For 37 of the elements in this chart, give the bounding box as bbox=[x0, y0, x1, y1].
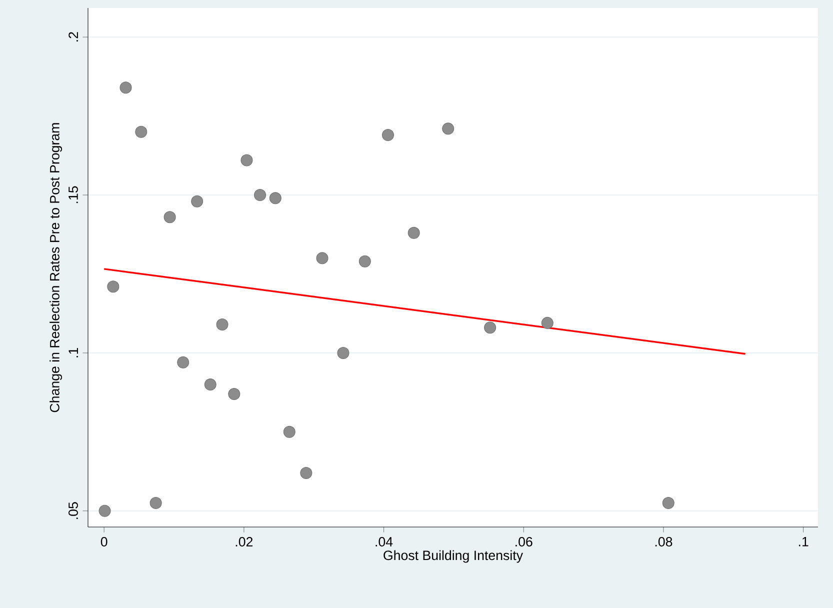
point bbox=[177, 356, 190, 368]
x-axis-title: Ghost Building Intensity bbox=[384, 550, 523, 563]
y-tick-label: .2 bbox=[68, 32, 78, 42]
point bbox=[216, 318, 228, 331]
point bbox=[442, 122, 454, 135]
point bbox=[135, 126, 148, 138]
point bbox=[662, 496, 674, 509]
point bbox=[98, 504, 111, 517]
point bbox=[316, 252, 328, 264]
x-tick-label: .02 bbox=[236, 537, 253, 546]
point bbox=[541, 316, 554, 329]
point bbox=[358, 255, 371, 268]
point bbox=[254, 189, 266, 202]
x-tick-label: .04 bbox=[376, 537, 393, 546]
point bbox=[107, 280, 120, 293]
x-tick-label: .08 bbox=[655, 537, 672, 546]
point bbox=[269, 192, 282, 204]
point bbox=[408, 226, 420, 239]
x-tick-label: .06 bbox=[516, 537, 532, 546]
point bbox=[240, 154, 253, 166]
point bbox=[283, 426, 296, 438]
y-axis-title: Change in Reelection Rates Pre to Post Program bbox=[50, 123, 62, 412]
point bbox=[204, 378, 216, 391]
point bbox=[300, 466, 312, 479]
y-tick-label: .1 bbox=[68, 348, 78, 358]
point bbox=[164, 211, 176, 224]
point bbox=[120, 82, 132, 94]
point bbox=[191, 195, 204, 208]
point bbox=[337, 346, 350, 359]
point bbox=[382, 128, 394, 141]
y-tick-label: .05 bbox=[68, 502, 78, 519]
point bbox=[484, 322, 496, 334]
y-tick-label: .15 bbox=[68, 186, 78, 204]
x-tick-label: .1 bbox=[798, 537, 808, 546]
point bbox=[228, 388, 240, 400]
point bbox=[150, 496, 162, 509]
x-tick-label: 0 bbox=[100, 537, 108, 546]
